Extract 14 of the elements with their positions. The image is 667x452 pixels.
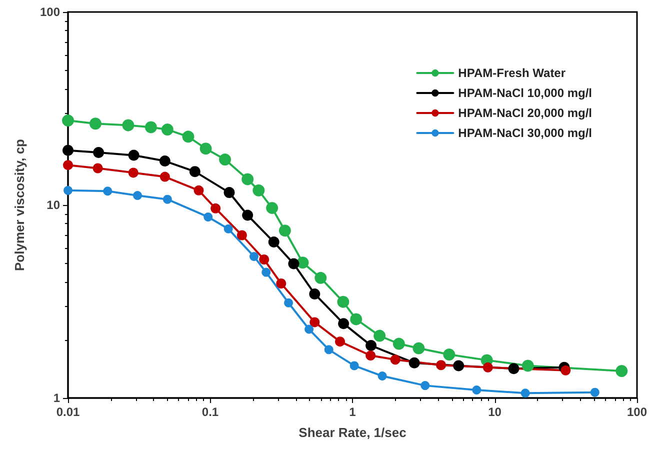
y-axis-title: Polymer viscosity, cp [12, 138, 27, 271]
legend-label: HPAM-NaCl 10,000 mg/l [458, 86, 592, 100]
y-tick-label: 1 [53, 391, 60, 405]
x-tick-label: 100 [626, 405, 648, 419]
legend-label: HPAM-NaCl 30,000 mg/l [458, 126, 592, 140]
x-tick-label: 0.1 [202, 405, 219, 419]
x-axis-title: Shear Rate, 1/sec [298, 425, 406, 440]
legend-label: HPAM-NaCl 20,000 mg/l [458, 106, 592, 120]
x-tick-label: 0.01 [56, 405, 80, 419]
y-tick-label: 100 [40, 5, 60, 19]
x-tick-label: 1 [349, 405, 356, 419]
legend-label: HPAM-Fresh Water [458, 66, 566, 80]
x-tick-label: 10 [488, 405, 502, 419]
y-tick-label: 10 [46, 198, 60, 212]
